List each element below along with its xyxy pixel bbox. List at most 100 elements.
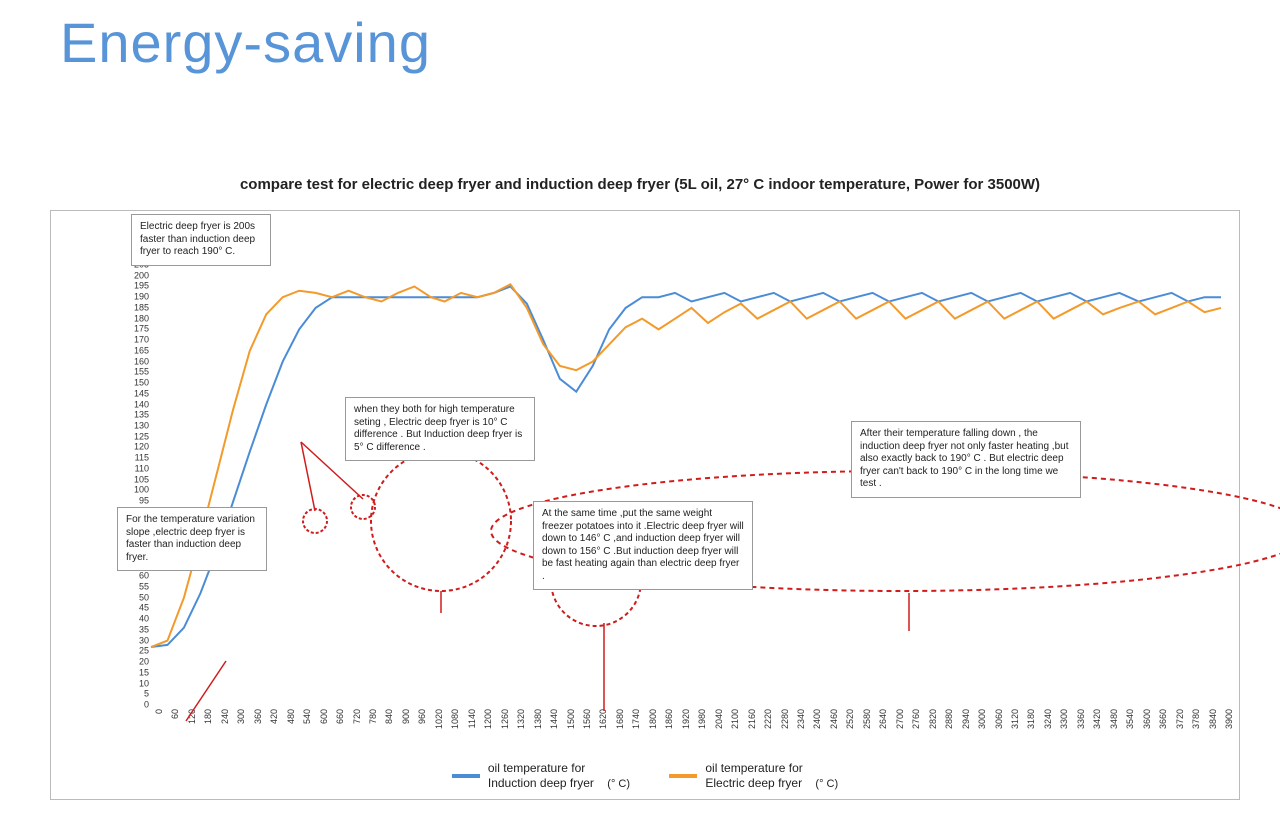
y-tick-label: 150 — [134, 379, 149, 388]
x-tick-label: 1500 — [566, 709, 576, 729]
x-tick-label: 660 — [335, 709, 345, 724]
x-tick-label: 2520 — [845, 709, 855, 729]
y-tick-label: 165 — [134, 346, 149, 355]
x-tick-label: 2460 — [829, 709, 839, 729]
page-title: Energy-saving — [60, 10, 431, 75]
x-tick-label: 1980 — [697, 709, 707, 729]
x-tick-label: 1800 — [648, 709, 658, 729]
x-tick-label: 2340 — [796, 709, 806, 729]
x-tick-label: 3840 — [1208, 709, 1218, 729]
x-tick-label: 2040 — [714, 709, 724, 729]
legend-item-induction: oil temperature forInduction deep fryer … — [452, 761, 630, 791]
legend-swatch-induction — [452, 774, 480, 778]
y-tick-label: 175 — [134, 325, 149, 334]
y-tick-label: 145 — [134, 389, 149, 398]
x-tick-label: 2640 — [878, 709, 888, 729]
x-tick-label: 720 — [352, 709, 362, 724]
x-tick-label: 3780 — [1191, 709, 1201, 729]
x-tick-label: 2400 — [812, 709, 822, 729]
y-tick-label: 15 — [139, 668, 149, 677]
x-tick-label: 3120 — [1010, 709, 1020, 729]
x-tick-label: 3480 — [1109, 709, 1119, 729]
chart-title: compare test for electric deep fryer and… — [0, 176, 1280, 193]
callout-co_diff: when they both for high temperature seti… — [345, 397, 535, 461]
y-tick-label: 55 — [139, 582, 149, 591]
x-tick-label: 2160 — [747, 709, 757, 729]
y-tick-label: 160 — [134, 357, 149, 366]
x-tick-label: 1680 — [615, 709, 625, 729]
x-tick-label: 2700 — [895, 709, 905, 729]
legend-label-induction: oil temperature forInduction deep fryer — [488, 761, 594, 789]
x-tick-label: 2760 — [911, 709, 921, 729]
x-axis-labels: 0601201802403003604204805406006607207808… — [151, 709, 1221, 759]
y-tick-label: 155 — [134, 368, 149, 377]
x-tick-label: 180 — [203, 709, 213, 724]
y-tick-label: 10 — [139, 679, 149, 688]
y-tick-label: 50 — [139, 593, 149, 602]
x-tick-label: 2220 — [763, 709, 773, 729]
x-tick-label: 1560 — [582, 709, 592, 729]
x-tick-label: 300 — [236, 709, 246, 724]
x-tick-label: 1920 — [681, 709, 691, 729]
y-tick-label: 125 — [134, 432, 149, 441]
x-tick-label: 1620 — [598, 709, 608, 729]
x-tick-label: 1200 — [483, 709, 493, 729]
chart-frame: 0510152025303540455055606570758085909510… — [50, 210, 1240, 800]
y-tick-label: 35 — [139, 625, 149, 634]
x-tick-label: 3660 — [1158, 709, 1168, 729]
y-tick-label: 25 — [139, 647, 149, 656]
legend-item-electric: oil temperature forElectric deep fryer (… — [669, 761, 838, 791]
x-tick-label: 960 — [417, 709, 427, 724]
x-tick-label: 3720 — [1175, 709, 1185, 729]
callout-co_slope: For the temperature variation slope ,ele… — [117, 507, 267, 571]
x-tick-label: 1260 — [500, 709, 510, 729]
y-tick-label: 20 — [139, 658, 149, 667]
x-tick-label: 1020 — [434, 709, 444, 729]
x-tick-label: 3900 — [1224, 709, 1234, 729]
y-tick-label: 180 — [134, 314, 149, 323]
x-tick-label: 3180 — [1026, 709, 1036, 729]
x-tick-label: 3600 — [1142, 709, 1152, 729]
y-tick-label: 60 — [139, 572, 149, 581]
legend-unit-induction: (° C) — [607, 778, 630, 790]
legend: oil temperature forInduction deep fryer … — [51, 761, 1239, 791]
callout-co_recovery: After their temperature falling down , t… — [851, 421, 1081, 498]
legend-swatch-electric — [669, 774, 697, 778]
y-tick-label: 45 — [139, 604, 149, 613]
x-tick-label: 3420 — [1092, 709, 1102, 729]
y-tick-label: 195 — [134, 282, 149, 291]
y-tick-label: 200 — [134, 271, 149, 280]
x-tick-label: 3060 — [994, 709, 1004, 729]
x-tick-label: 360 — [253, 709, 263, 724]
x-tick-label: 60 — [170, 709, 180, 719]
x-tick-label: 1380 — [533, 709, 543, 729]
callout-co_potato: At the same time ,put the same weight fr… — [533, 501, 753, 590]
x-tick-label: 3300 — [1059, 709, 1069, 729]
y-tick-label: 120 — [134, 443, 149, 452]
x-tick-label: 480 — [286, 709, 296, 724]
legend-unit-electric: (° C) — [815, 778, 838, 790]
y-tick-label: 110 — [135, 464, 149, 473]
x-tick-label: 2100 — [730, 709, 740, 729]
y-tick-label: 100 — [134, 486, 149, 495]
callout-co_fast200: Electric deep fryer is 200s faster than … — [131, 214, 271, 266]
y-tick-label: 105 — [134, 475, 149, 484]
y-tick-label: 170 — [134, 336, 149, 345]
y-tick-label: 130 — [134, 421, 149, 430]
x-tick-label: 1320 — [516, 709, 526, 729]
x-tick-label: 2820 — [928, 709, 938, 729]
y-tick-label: 140 — [134, 400, 149, 409]
x-tick-label: 2940 — [961, 709, 971, 729]
y-axis-labels: 0510152025303540455055606570758085909510… — [121, 265, 149, 705]
y-tick-label: 135 — [134, 411, 149, 420]
x-tick-label: 2880 — [944, 709, 954, 729]
x-tick-label: 900 — [401, 709, 411, 724]
x-tick-label: 3000 — [977, 709, 987, 729]
x-tick-label: 240 — [220, 709, 230, 724]
y-tick-label: 30 — [139, 636, 149, 645]
x-tick-label: 3240 — [1043, 709, 1053, 729]
legend-label-electric: oil temperature forElectric deep fryer — [705, 761, 802, 789]
x-tick-label: 420 — [269, 709, 279, 724]
x-tick-label: 3360 — [1076, 709, 1086, 729]
x-tick-label: 1080 — [450, 709, 460, 729]
